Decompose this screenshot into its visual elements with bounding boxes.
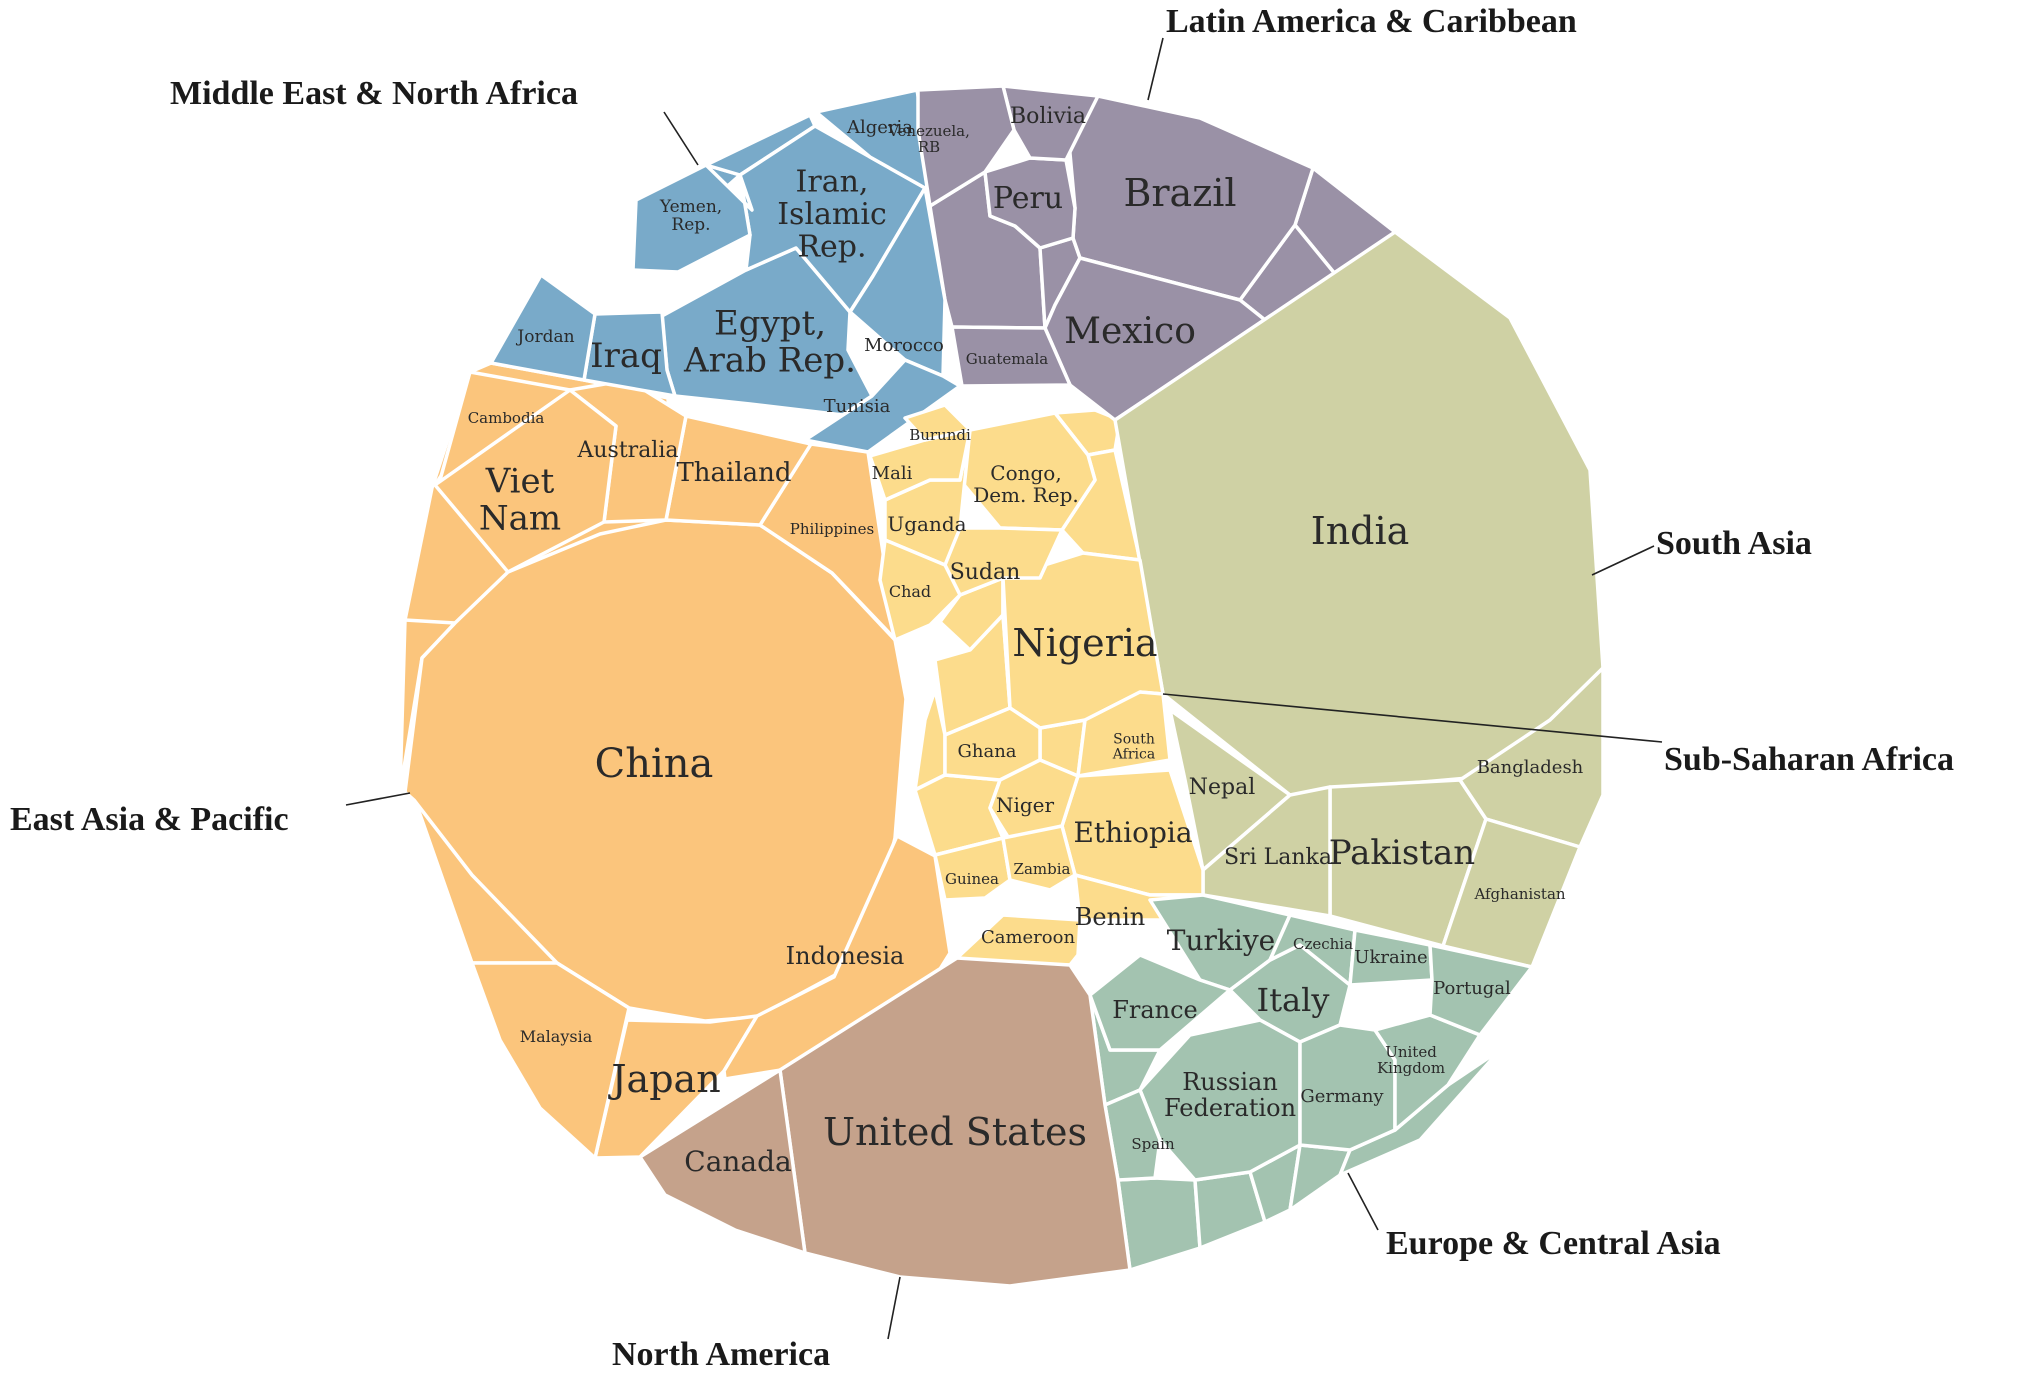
label-peru: Peru	[993, 181, 1063, 216]
leader-middle-east	[663, 111, 699, 166]
label-benin: Benin	[1075, 903, 1145, 931]
label-algeria: Algeria	[846, 117, 913, 138]
label-south-africa: South Africa	[1112, 731, 1155, 762]
region-label-latin-america: Latin America & Caribbean	[1166, 3, 1577, 40]
label-nepal: Nepal	[1189, 775, 1256, 800]
leader-north-america	[887, 1276, 901, 1340]
country-cells	[398, 84, 1605, 1288]
cell-malaysia	[470, 961, 631, 1160]
label-tunisia: Tunisia	[824, 396, 891, 417]
label-yemen-rep: Yemen, Rep.	[659, 196, 722, 234]
cell-jordan	[489, 273, 597, 382]
region-labels: Middle East & North Africa Latin America…	[10, 3, 1954, 1373]
label-portugal: Portugal	[1433, 978, 1511, 999]
label-pakistan: Pakistan	[1329, 833, 1475, 873]
label-burundi: Burundi	[909, 426, 971, 444]
label-chad: Chad	[889, 582, 931, 601]
label-japan: Japan	[607, 1057, 720, 1101]
region-label-south-asia: South Asia	[1656, 525, 1812, 562]
label-thailand: Thailand	[676, 458, 791, 488]
region-label-middle-east: Middle East & North Africa	[170, 75, 578, 112]
cell-south-africa	[1076, 690, 1172, 778]
cell-portugal	[1428, 943, 1534, 1037]
leader-europe	[1347, 1172, 1379, 1231]
label-bangladesh: Bangladesh	[1477, 757, 1584, 778]
label-china: China	[595, 741, 714, 787]
region-label-europe: Europe & Central Asia	[1386, 1225, 1721, 1262]
label-germany: Germany	[1300, 1086, 1384, 1107]
label-morocco: Morocco	[864, 335, 944, 356]
label-czechia: Czechia	[1293, 935, 1353, 953]
region-label-sub-saharan: Sub-Saharan Africa	[1664, 741, 1954, 778]
label-ghana: Ghana	[957, 741, 1016, 762]
cell-guatemala	[950, 325, 1072, 388]
label-ethiopia: Ethiopia	[1073, 816, 1192, 849]
label-zambia: Zambia	[1014, 860, 1071, 878]
unlabeled-country-cell	[1116, 1176, 1202, 1272]
label-italy: Italy	[1257, 981, 1330, 1019]
cell-united-states	[778, 956, 1132, 1288]
label-brazil: Brazil	[1123, 171, 1236, 215]
label-egypt-arab-rep: Egypt, Arab Rep.	[683, 304, 856, 381]
cell-congo-dem-rep	[958, 411, 1097, 532]
label-congo-dem-rep: Congo, Dem. Rep.	[973, 461, 1079, 507]
unlabeled-country-cell	[1288, 1143, 1352, 1212]
label-nigeria: Nigeria	[1012, 621, 1157, 665]
label-mali: Mali	[872, 463, 913, 484]
label-philippines: Philippines	[790, 520, 874, 538]
cell-burundi	[903, 403, 972, 442]
label-turkiye: Turkiye	[1167, 924, 1275, 957]
label-cambodia: Cambodia	[468, 409, 545, 427]
country-labels: China Japan Indonesia Malaysia Philippines Th…	[468, 104, 1584, 1178]
leader-east-asia	[345, 792, 411, 806]
cell-zambia	[1001, 824, 1077, 892]
label-jordan: Jordan	[515, 327, 574, 347]
cell-tunisia	[803, 358, 962, 454]
label-india: India	[1311, 509, 1410, 553]
label-spain: Spain	[1131, 1135, 1175, 1153]
label-guatemala: Guatemala	[966, 350, 1048, 368]
label-afghanistan: Afghanistan	[1473, 885, 1565, 903]
label-canada: Canada	[684, 1145, 791, 1178]
cell-yemen-rep	[631, 163, 754, 274]
label-niger: Niger	[996, 793, 1055, 817]
leader-sub-saharan	[1162, 693, 1663, 743]
cell-czechia	[1268, 913, 1357, 987]
label-sri-lanka: Sri Lanka	[1224, 845, 1332, 870]
cell-cambodia	[433, 370, 572, 487]
label-united-kingdom: United Kingdom	[1377, 1043, 1445, 1077]
label-venezuela-rb: Venezuela, RB	[887, 122, 970, 156]
label-mexico: Mexico	[1064, 311, 1196, 352]
label-indonesia: Indonesia	[786, 942, 905, 970]
label-united-states: United States	[823, 1110, 1087, 1154]
label-uganda: Uganda	[887, 512, 966, 536]
label-france: France	[1112, 996, 1198, 1024]
label-australia: Australia	[576, 438, 678, 463]
label-malaysia: Malaysia	[520, 1027, 593, 1046]
label-iraq: Iraq	[590, 336, 662, 376]
region-leader-lines	[345, 37, 1663, 1340]
label-bolivia: Bolivia	[1010, 104, 1086, 129]
region-label-north-america: North America	[612, 1336, 830, 1373]
leader-south-asia	[1591, 545, 1655, 576]
label-sudan: Sudan	[950, 560, 1021, 585]
region-label-east-asia: East Asia & Pacific	[10, 801, 289, 838]
label-russian-federation: Russian Federation	[1164, 1068, 1296, 1122]
label-viet-nam: Viet Nam	[479, 462, 561, 539]
cell-canada	[638, 1068, 807, 1255]
label-ukraine: Ukraine	[1354, 947, 1427, 968]
cell-chad	[878, 538, 962, 642]
cell-venezuela-rb	[916, 84, 1016, 208]
label-iran-islamic-rep: Iran, Islamic Rep.	[777, 165, 887, 265]
label-cameroon: Cameroon	[981, 927, 1076, 948]
cell-guinea	[933, 836, 1012, 902]
label-guinea: Guinea	[945, 870, 999, 888]
leader-latin-america	[1147, 37, 1164, 101]
